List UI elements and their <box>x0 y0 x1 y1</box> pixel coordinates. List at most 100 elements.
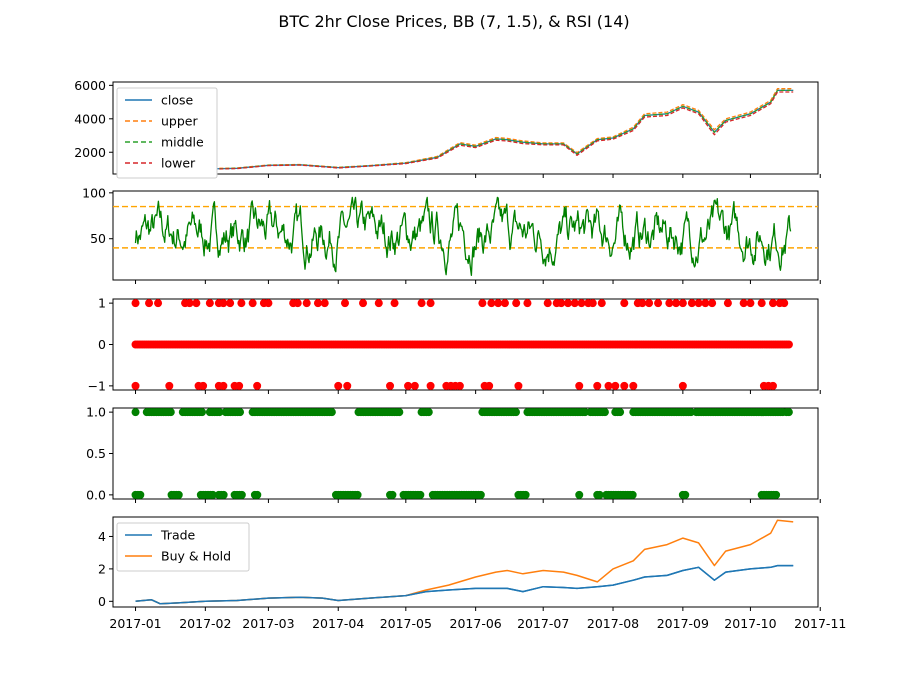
signal-point-sell <box>235 381 244 390</box>
signal-point-sell <box>131 381 140 390</box>
plot-frame <box>112 190 819 281</box>
signal-point-buy <box>577 299 586 308</box>
position-point-long <box>327 408 336 417</box>
x-tick-label: 2017-06 <box>450 616 502 631</box>
signal-point-sell <box>575 381 584 390</box>
series-line-close <box>135 89 794 172</box>
legend-label: middle <box>161 135 204 150</box>
signal-point-sell <box>410 381 419 390</box>
signal-point-sell <box>426 381 435 390</box>
signal-point-buy <box>185 299 194 308</box>
signal-point-buy <box>512 299 521 308</box>
position-point-long <box>166 408 175 417</box>
x-tick-label: 2017-02 <box>179 616 231 631</box>
position-point-long <box>395 408 404 417</box>
signal-point-sell <box>219 381 228 390</box>
x-tick-label: 2017-03 <box>242 616 294 631</box>
signal-point-buy <box>226 299 235 308</box>
signal-point-buy <box>145 299 154 308</box>
y-tick-label: 2000 <box>74 145 106 160</box>
legend-label: lower <box>161 156 196 171</box>
position-point-long <box>198 408 207 417</box>
signal-point-buy <box>131 299 140 308</box>
x-tick-label: 2017-01 <box>109 616 161 631</box>
signal-point-sell <box>343 381 352 390</box>
legend-label: close <box>161 93 194 108</box>
y-tick-label: 1 <box>98 296 106 311</box>
signal-point-sell <box>455 381 464 390</box>
signal-point-buy <box>478 299 487 308</box>
signal-point-buy <box>205 299 214 308</box>
position-point-flat <box>595 490 604 499</box>
position-point-flat <box>772 490 781 499</box>
chart-layer: 200040006000closeuppermiddlelower50100−1… <box>74 78 846 631</box>
signal-point-sell <box>485 381 494 390</box>
signal-point-buy <box>237 299 246 308</box>
signal-point-buy <box>701 299 710 308</box>
position-point-flat <box>628 490 637 499</box>
plot-frame <box>112 81 819 175</box>
plot-frame <box>112 516 819 608</box>
y-tick-label: 0.5 <box>86 446 106 461</box>
signal-point-sell <box>165 381 174 390</box>
signal-point-buy <box>694 299 703 308</box>
signal-point-sell <box>386 381 395 390</box>
signal-point-buy <box>687 299 696 308</box>
position-point-flat <box>353 490 362 499</box>
y-tick-label: 4000 <box>74 111 106 126</box>
signal-point-buy <box>739 299 748 308</box>
signal-point-sell <box>620 381 629 390</box>
series-line-upper <box>135 88 794 172</box>
signal-point-buy <box>320 299 329 308</box>
position-point-flat <box>521 490 530 499</box>
position-point-flat <box>476 490 485 499</box>
position-point-long <box>616 408 625 417</box>
signal-point-buy <box>390 299 399 308</box>
signal-point-sell <box>199 381 208 390</box>
legend-box <box>116 87 218 179</box>
signal-point-buy <box>523 299 532 308</box>
signal-point-zero <box>784 340 793 349</box>
y-tick-label: 2 <box>98 561 106 576</box>
x-tick-label: 2017-05 <box>380 616 432 631</box>
signal-point-buy <box>192 299 201 308</box>
signal-point-buy <box>313 299 322 308</box>
position-point-flat <box>388 490 397 499</box>
y-tick-label: 0 <box>98 594 106 609</box>
legend-label: Trade <box>160 528 196 543</box>
signal-point-sell <box>678 381 687 390</box>
position-point-flat <box>174 490 183 499</box>
signal-point-buy <box>708 299 717 308</box>
signal-point-buy <box>426 299 435 308</box>
signal-point-sell <box>514 381 523 390</box>
signal-point-buy <box>248 299 257 308</box>
position-point-long <box>215 408 224 417</box>
signal-point-sell <box>604 381 613 390</box>
signal-point-sell <box>253 381 262 390</box>
signal-point-buy <box>723 299 732 308</box>
x-tick-label: 2017-10 <box>724 616 776 631</box>
signal-point-sell <box>611 381 620 390</box>
position-point-long <box>600 408 609 417</box>
signal-point-buy <box>487 299 496 308</box>
position-point-flat <box>237 490 246 499</box>
y-tick-label: 0.0 <box>86 487 106 502</box>
signal-point-buy <box>557 299 566 308</box>
signal-point-buy <box>340 299 349 308</box>
signal-point-buy <box>543 299 552 308</box>
x-tick-label: 2017-04 <box>312 616 364 631</box>
y-tick-label: 6000 <box>74 78 106 93</box>
signal-point-buy <box>494 299 503 308</box>
position-point-long <box>784 408 793 417</box>
signal-point-buy <box>746 299 755 308</box>
signal-point-buy <box>588 299 597 308</box>
position-point-flat <box>253 490 262 499</box>
signal-point-buy <box>264 299 273 308</box>
series-line-lower <box>135 91 794 173</box>
signal-point-sell <box>593 381 602 390</box>
signal-point-sell <box>404 381 413 390</box>
signal-point-buy <box>154 299 163 308</box>
signal-point-buy <box>374 299 383 308</box>
signal-point-buy <box>302 299 311 308</box>
